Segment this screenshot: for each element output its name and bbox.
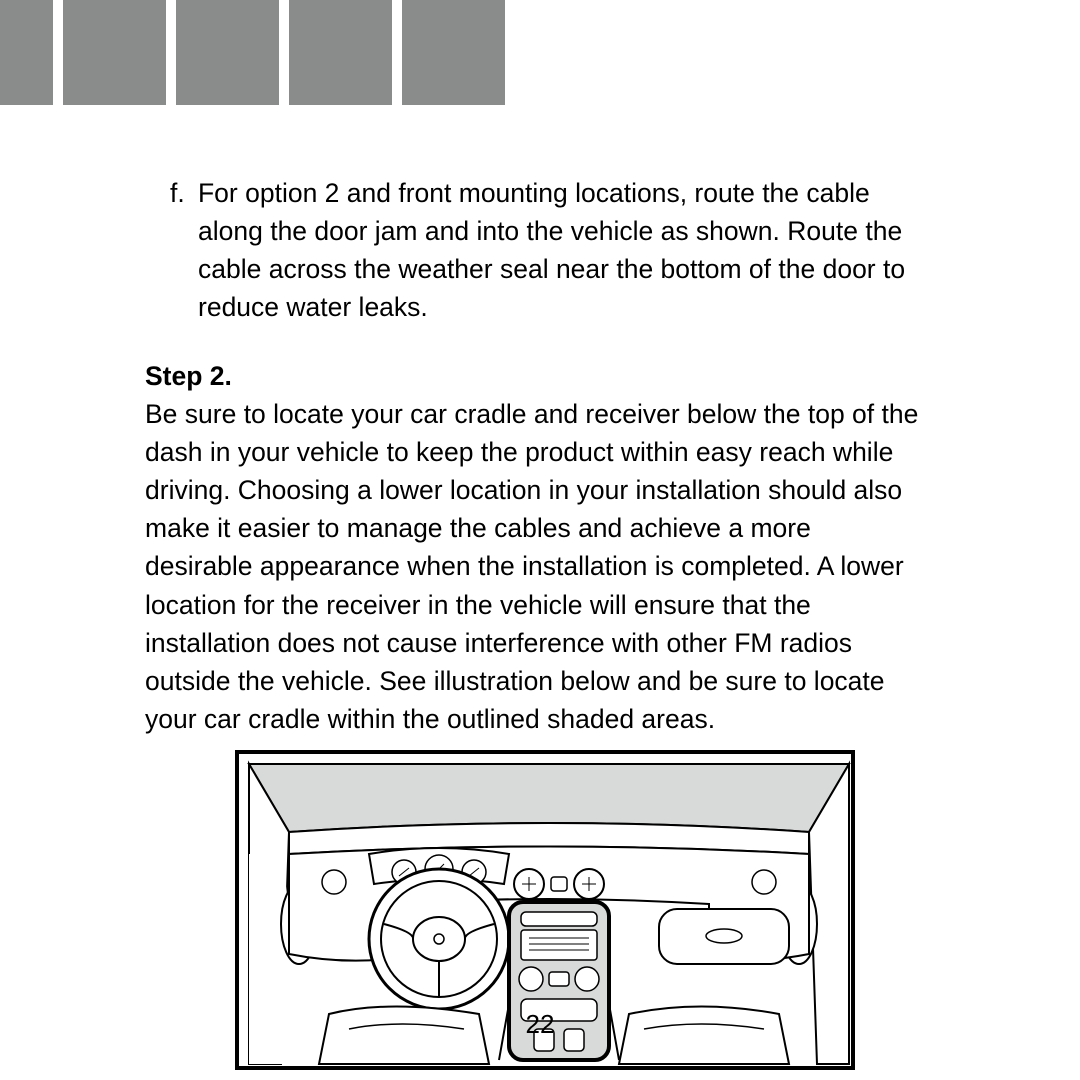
header-tabs: [63, 0, 505, 105]
page-content: f. For option 2 and front mounting locat…: [170, 174, 920, 1075]
list-item-text: For option 2 and front mounting location…: [198, 174, 920, 327]
list-item-f: f. For option 2 and front mounting locat…: [170, 174, 920, 327]
list-marker: f.: [170, 174, 198, 327]
page-number: 22: [0, 1009, 1080, 1040]
step2-title: Step 2.: [145, 361, 232, 391]
step2-block: Step 2. Be sure to locate your car cradl…: [145, 357, 920, 739]
header-tab: [176, 0, 279, 105]
header-tab: [402, 0, 505, 105]
header-tab: [289, 0, 392, 105]
step2-body: Be sure to locate your car cradle and re…: [145, 399, 918, 734]
header-tab: [63, 0, 166, 105]
left-margin-bar: [0, 0, 53, 105]
